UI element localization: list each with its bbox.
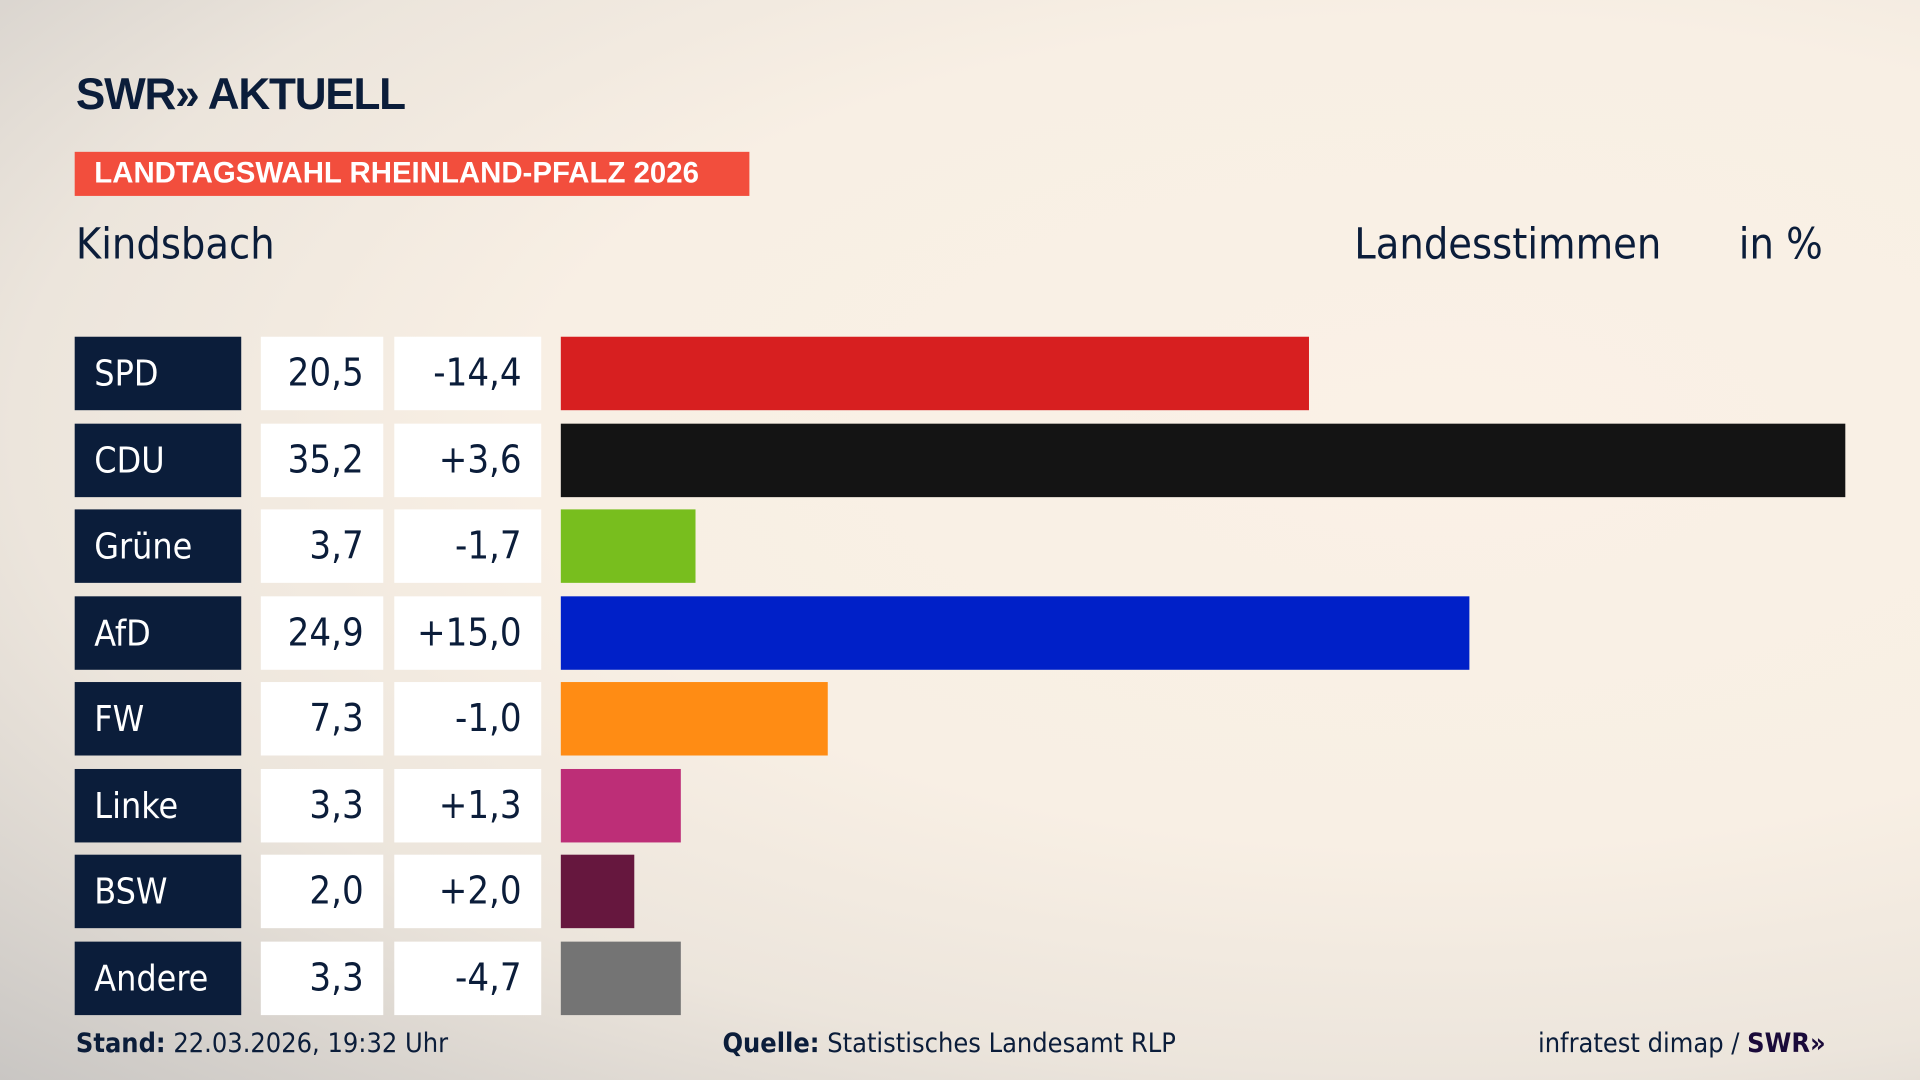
- party-label: CDU: [74, 423, 242, 497]
- party-label: SPD: [74, 336, 242, 411]
- swr-aktuell-logo: SWR» AKTUELL: [75, 68, 406, 119]
- result-row: Andere 3,3 -4,7: [0, 941, 1920, 1015]
- party-label: Linke: [74, 768, 242, 842]
- result-row: FW 7,3 -1,0: [0, 682, 1920, 756]
- value-label: 2,0: [260, 854, 384, 929]
- value-label: 35,2: [260, 423, 384, 497]
- bar-linke: [560, 768, 682, 842]
- source-value: Statistisches Landesamt RLP: [827, 1028, 1176, 1060]
- result-row: Grüne 3,7 -1,7: [0, 509, 1920, 583]
- party-label: FW: [74, 682, 242, 756]
- diff-label: +2,0: [394, 854, 542, 929]
- diff-label: -1,7: [394, 509, 542, 583]
- party-label: AfD: [74, 595, 242, 670]
- value-label: 3,7: [260, 509, 384, 583]
- timestamp: Stand: 22.03.2026, 19:32 Uhr: [76, 1029, 448, 1060]
- result-row: AfD 24,9 +15,0: [0, 595, 1920, 670]
- value-label: 24,9: [260, 595, 384, 670]
- credit: infratest dimap / SWR»: [1538, 1029, 1826, 1060]
- election-banner: LANDTAGSWAHL RHEINLAND-PFALZ 2026: [74, 151, 750, 196]
- stand-value: 22.03.2026, 19:32 Uhr: [173, 1028, 449, 1060]
- value-label: 7,3: [260, 682, 384, 756]
- value-label: 3,3: [260, 941, 384, 1015]
- party-label: Andere: [74, 941, 242, 1015]
- bar-bsw: [560, 854, 634, 929]
- unit-label: in %: [1738, 220, 1823, 270]
- source-label: Quelle:: [722, 1028, 820, 1060]
- bar-grüne: [560, 509, 696, 583]
- measure-label: Landesstimmen: [1354, 220, 1662, 270]
- result-row: SPD 20,5 -14,4: [0, 336, 1920, 411]
- diff-label: -14,4: [394, 336, 542, 411]
- bar-cdu: [560, 423, 1846, 497]
- party-label: BSW: [74, 854, 242, 929]
- swr-logo: SWR»: [1747, 1028, 1826, 1060]
- stand-label: Stand:: [75, 1028, 166, 1060]
- bar-spd: [560, 336, 1309, 411]
- diff-label: -4,7: [394, 941, 542, 1015]
- bar-andere: [560, 941, 682, 1015]
- result-row: BSW 2,0 +2,0: [0, 854, 1920, 929]
- value-label: 20,5: [260, 336, 384, 411]
- bar-fw: [560, 682, 828, 756]
- result-row: CDU 35,2 +3,6: [0, 423, 1920, 497]
- result-row: Linke 3,3 +1,3: [0, 768, 1920, 842]
- credit-text: infratest dimap /: [1537, 1028, 1740, 1060]
- party-label: Grüne: [74, 509, 242, 583]
- diff-label: +1,3: [394, 768, 542, 842]
- source: Quelle: Statistisches Landesamt RLP: [722, 1029, 1175, 1060]
- place-title: Kindsbach: [75, 220, 275, 270]
- diff-label: -1,0: [394, 682, 542, 756]
- diff-label: +3,6: [394, 423, 542, 497]
- value-label: 3,3: [260, 768, 384, 842]
- bar-afd: [560, 595, 1470, 670]
- diff-label: +15,0: [394, 595, 542, 670]
